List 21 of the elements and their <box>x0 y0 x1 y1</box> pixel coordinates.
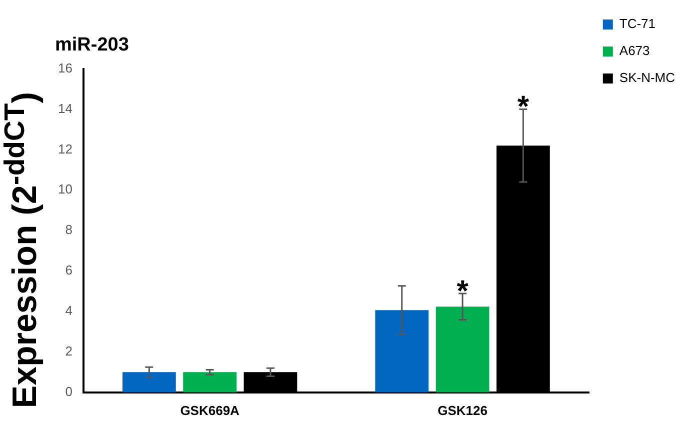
y-tick-label: 10 <box>58 182 72 197</box>
y-tick-label: 14 <box>58 100 72 116</box>
bar <box>436 306 490 392</box>
y-tick-label: 0 <box>65 384 72 399</box>
y-tick-label: 2 <box>65 344 72 359</box>
y-tick-label: 6 <box>65 262 72 278</box>
y-tick-label: 4 <box>65 303 72 318</box>
legend-label: SK-N-MC <box>619 70 676 86</box>
annotation: * <box>456 274 469 308</box>
legend-label: TC-71 <box>619 16 656 32</box>
legend-label: A673 <box>619 43 650 58</box>
bar <box>375 310 429 392</box>
annotation: * <box>517 90 530 124</box>
bar <box>183 372 237 392</box>
bar <box>122 372 176 392</box>
y-tick-label: 16 <box>58 60 72 76</box>
x-tick-label: GSK126 <box>438 402 488 418</box>
chart-title: miR-203 <box>55 34 129 56</box>
y-tick-label: 12 <box>58 141 72 156</box>
y-tick-label: 8 <box>65 222 72 238</box>
x-tick-label: GSK669A <box>180 402 240 418</box>
